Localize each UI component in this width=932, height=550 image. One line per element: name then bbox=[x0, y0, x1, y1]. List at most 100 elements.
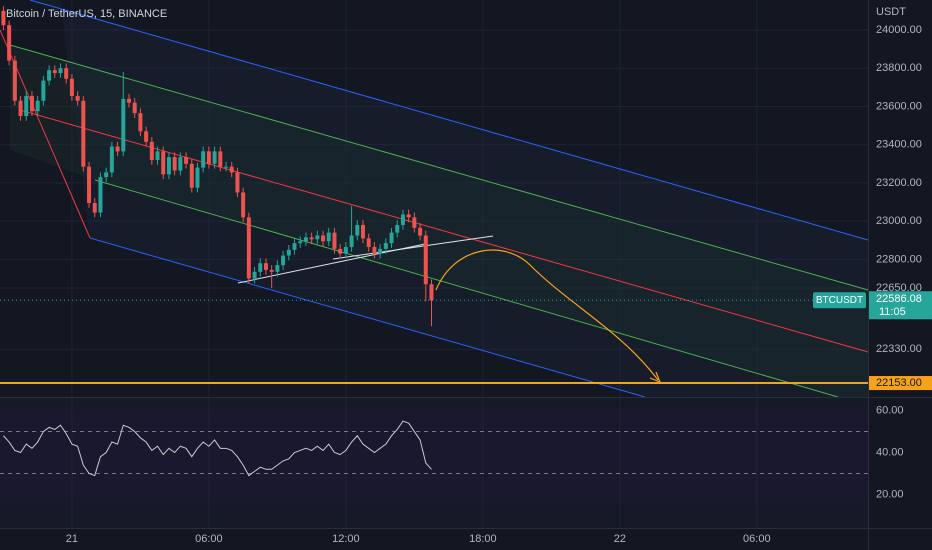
indicator-tick-label: 60.00 bbox=[876, 404, 904, 416]
arrow-head bbox=[649, 371, 662, 384]
candle-body bbox=[303, 237, 308, 242]
candle-body bbox=[366, 238, 371, 247]
candle-body bbox=[161, 151, 166, 175]
candle-body bbox=[18, 100, 23, 117]
channel-line bbox=[19, 109, 869, 353]
candle-body bbox=[269, 269, 274, 272]
candle-body bbox=[132, 102, 137, 114]
channel-line bbox=[94, 179, 839, 398]
candle-body bbox=[423, 235, 428, 285]
candle-body bbox=[98, 177, 103, 213]
candle-body bbox=[263, 263, 268, 270]
indicator-tick-label: 40.00 bbox=[876, 446, 904, 458]
candle-body bbox=[383, 243, 388, 249]
candle-body bbox=[166, 157, 171, 175]
candle-body bbox=[315, 235, 320, 240]
candle-body bbox=[332, 232, 337, 249]
candle-body bbox=[58, 68, 63, 74]
candle-body bbox=[326, 232, 331, 242]
y-tick-label: 22330.00 bbox=[876, 343, 922, 355]
candle-body bbox=[429, 284, 434, 301]
candle-body bbox=[121, 98, 126, 152]
candle-body bbox=[64, 68, 69, 79]
candle-body bbox=[104, 172, 109, 178]
chart-title: Bitcoin / TetherUS, 15, BINANCE bbox=[6, 8, 167, 20]
candle-body bbox=[258, 263, 263, 272]
candle-body bbox=[7, 25, 12, 61]
candle-body bbox=[355, 224, 360, 236]
candle-body bbox=[286, 249, 291, 256]
grid bbox=[0, 0, 868, 528]
candle-body bbox=[224, 166, 229, 168]
channel-fill bbox=[30, 0, 868, 397]
trend-line bbox=[332, 235, 494, 260]
candle-body bbox=[184, 157, 189, 164]
candle-body bbox=[281, 255, 286, 266]
last-price-label: 22586.08 bbox=[876, 293, 922, 305]
target-label-box bbox=[869, 376, 932, 391]
candle-body bbox=[206, 151, 211, 164]
candle-body bbox=[361, 224, 365, 239]
indicator-tick-label: 20.00 bbox=[876, 488, 904, 500]
symbol-label-box bbox=[813, 292, 866, 309]
candle-body bbox=[395, 224, 400, 233]
y-tick-label: 23400.00 bbox=[876, 139, 922, 151]
candle-body bbox=[92, 202, 97, 213]
candle-body bbox=[138, 113, 143, 132]
candle-body bbox=[81, 100, 86, 167]
candle-body bbox=[241, 192, 246, 218]
candle-body bbox=[246, 217, 251, 279]
candle-body bbox=[252, 271, 257, 279]
candle-body bbox=[126, 98, 131, 103]
countdown-label: 11:05 bbox=[879, 306, 906, 318]
y-tick-label: 23000.00 bbox=[876, 215, 922, 227]
y-tick-label: 23600.00 bbox=[876, 100, 922, 112]
candle-body bbox=[212, 151, 217, 164]
x-tick-label: 21 bbox=[66, 533, 78, 545]
candle-body bbox=[378, 248, 383, 254]
y-tick-label: 24000.00 bbox=[876, 24, 922, 36]
candle-body bbox=[201, 151, 206, 168]
indicator-line bbox=[3, 420, 432, 477]
projection-arrow bbox=[435, 249, 659, 381]
symbol-label: BTCUSDT bbox=[816, 295, 863, 306]
candle-body bbox=[189, 163, 194, 188]
candle-body bbox=[24, 95, 29, 117]
candle-body bbox=[412, 217, 417, 228]
candle-body bbox=[1, 10, 6, 26]
candle-body bbox=[372, 246, 377, 254]
candle-body bbox=[109, 146, 114, 173]
y-tick-label: 23800.00 bbox=[876, 62, 922, 74]
axis-unit: USDT bbox=[876, 6, 906, 18]
candle-body bbox=[144, 131, 149, 142]
candle-body bbox=[155, 151, 160, 160]
candle-body bbox=[52, 70, 57, 74]
x-tick-label: 18:00 bbox=[469, 533, 497, 545]
candle-body bbox=[229, 166, 234, 173]
candle-body bbox=[343, 246, 348, 254]
candle-body bbox=[400, 214, 405, 225]
candle-body bbox=[87, 166, 92, 203]
candle-body bbox=[218, 151, 223, 167]
candle-body bbox=[309, 237, 314, 240]
channel-line bbox=[29, 0, 869, 241]
candle-body bbox=[178, 157, 183, 171]
candle-body bbox=[29, 95, 34, 112]
candles bbox=[1, 6, 434, 327]
candle-body bbox=[321, 235, 326, 242]
candle-body bbox=[115, 146, 120, 152]
candle-body bbox=[35, 100, 40, 112]
candle-body bbox=[292, 243, 297, 250]
candle-body bbox=[75, 95, 80, 101]
channel-line bbox=[89, 237, 646, 398]
candle-body bbox=[389, 232, 394, 244]
candle-body bbox=[195, 167, 200, 188]
channel-line bbox=[9, 44, 869, 291]
x-tick-label: 06:00 bbox=[743, 533, 771, 545]
channel-fill bbox=[10, 45, 868, 397]
x-tick-label: 12:00 bbox=[332, 533, 360, 545]
candle-body bbox=[275, 265, 280, 272]
candle-body bbox=[418, 227, 423, 236]
